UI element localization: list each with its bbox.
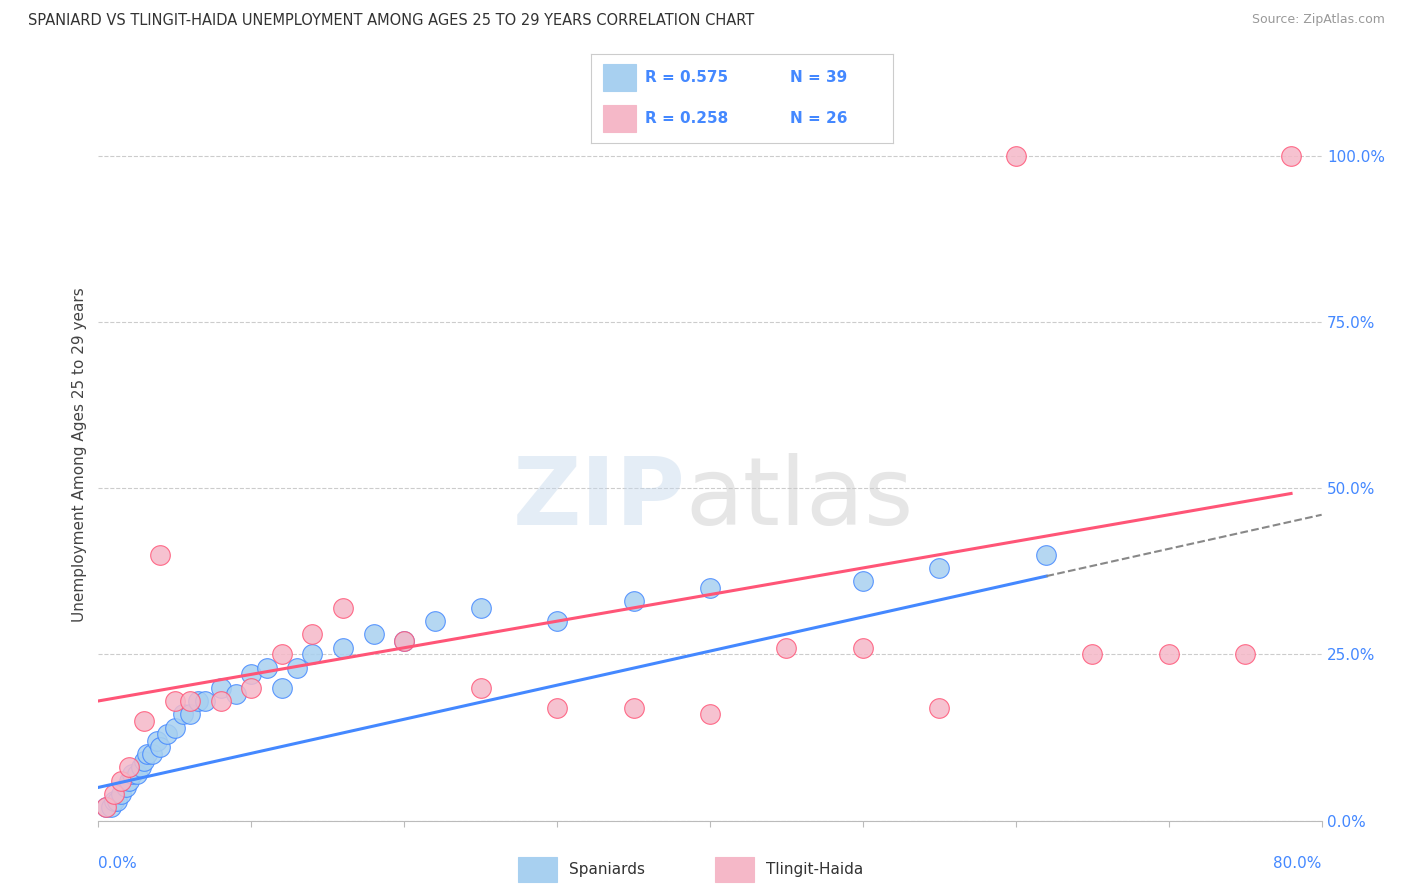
Point [623,700,645,714]
Bar [603,64,636,91]
Text: 0.0%: 0.0% [98,856,138,871]
Text: Spaniards: Spaniards [569,863,645,877]
Point [115,780,138,795]
Point [141,747,163,761]
Point [332,640,354,655]
Point [775,640,797,655]
Point [105,794,128,808]
Bar [714,857,754,882]
Point [187,694,209,708]
Point [270,681,294,695]
Point [156,727,179,741]
Text: ZIP: ZIP [513,453,686,545]
Point [172,707,194,722]
Point [110,773,132,788]
Point [256,661,278,675]
Point [134,714,156,728]
Point [928,700,950,714]
Point [852,574,875,589]
Point [423,614,446,628]
Point [699,581,721,595]
Point [699,707,721,722]
Point [470,681,492,695]
Point [134,754,156,768]
Bar [603,105,636,132]
Point [179,694,201,708]
Point [94,800,117,814]
Point [110,787,132,801]
Text: Source: ZipAtlas.com: Source: ZipAtlas.com [1251,13,1385,27]
Point [363,627,385,641]
Point [1035,548,1057,562]
Point [928,561,950,575]
Point [179,707,201,722]
Point [301,627,323,641]
Text: R = 0.575: R = 0.575 [645,70,728,85]
Y-axis label: Unemployment Among Ages 25 to 29 years: Unemployment Among Ages 25 to 29 years [72,287,87,623]
Point [1279,149,1302,163]
Text: Tlingit-Haida: Tlingit-Haida [766,863,863,877]
Point [546,614,568,628]
Point [136,747,159,761]
Text: 80.0%: 80.0% [1274,856,1322,871]
Point [240,681,263,695]
Point [209,681,232,695]
Point [240,667,263,681]
Point [100,800,122,814]
Point [1004,149,1026,163]
Point [129,760,152,774]
Point [546,700,568,714]
Text: atlas: atlas [686,453,914,545]
Point [285,661,308,675]
Point [125,767,148,781]
Point [149,548,172,562]
Text: N = 39: N = 39 [790,70,848,85]
Point [194,694,217,708]
Point [163,721,186,735]
Point [103,787,125,801]
Text: N = 26: N = 26 [790,112,848,126]
Point [470,600,492,615]
Point [623,594,645,608]
Point [392,634,416,648]
Point [301,648,323,662]
Point [270,648,294,662]
Point [392,634,416,648]
Point [163,694,186,708]
Point [118,773,141,788]
Point [1234,648,1257,662]
Point [852,640,875,655]
Point [145,734,167,748]
Point [118,760,141,774]
Point [121,767,143,781]
Point [225,687,247,701]
Point [1081,648,1104,662]
Point [332,600,354,615]
Text: SPANIARD VS TLINGIT-HAIDA UNEMPLOYMENT AMONG AGES 25 TO 29 YEARS CORRELATION CHA: SPANIARD VS TLINGIT-HAIDA UNEMPLOYMENT A… [28,13,755,29]
Point [149,740,172,755]
Point [103,794,125,808]
Text: R = 0.258: R = 0.258 [645,112,728,126]
Bar [517,857,557,882]
Point [94,800,117,814]
Point [209,694,232,708]
Point [1157,648,1180,662]
